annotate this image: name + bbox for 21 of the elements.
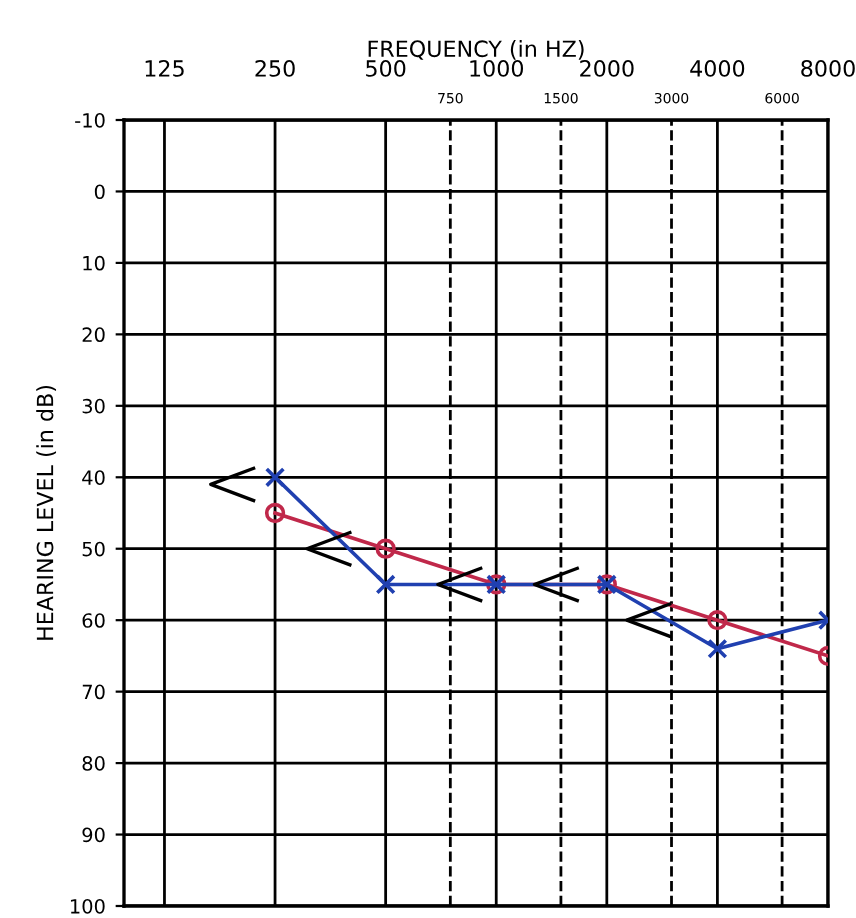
x-tick-label: 500 [366,60,406,77]
y-tick-label: 100 [70,898,105,914]
x-tick-label: 250 [255,60,295,77]
x-axis-title: FREQUENCY (in HZ) [368,39,584,60]
y-tick-label: 50 [82,541,105,557]
y-tick-label: 20 [82,327,105,343]
y-tick-label: 90 [82,827,105,843]
y-tick-label: 10 [83,255,105,271]
y-tick-label: 80 [82,756,105,771]
y-tick-label: 40 [82,470,105,485]
y-tick-label: 60 [82,613,105,628]
y-tick-label: -10 [75,112,105,128]
x-tick-label: 4000 [690,60,745,77]
y-tick-label: 70 [82,684,105,700]
x-tick-label: 8000 [801,60,855,77]
y-tick-label: 30 [82,398,105,414]
y-axis-title: HEARING LEVEL (in dB) [36,385,57,640]
x-tick-label: 125 [145,60,184,77]
x-tick-label: 1000 [470,60,524,77]
x-tick-label: 2000 [580,60,634,77]
y-tick-label: 0 [94,184,105,200]
